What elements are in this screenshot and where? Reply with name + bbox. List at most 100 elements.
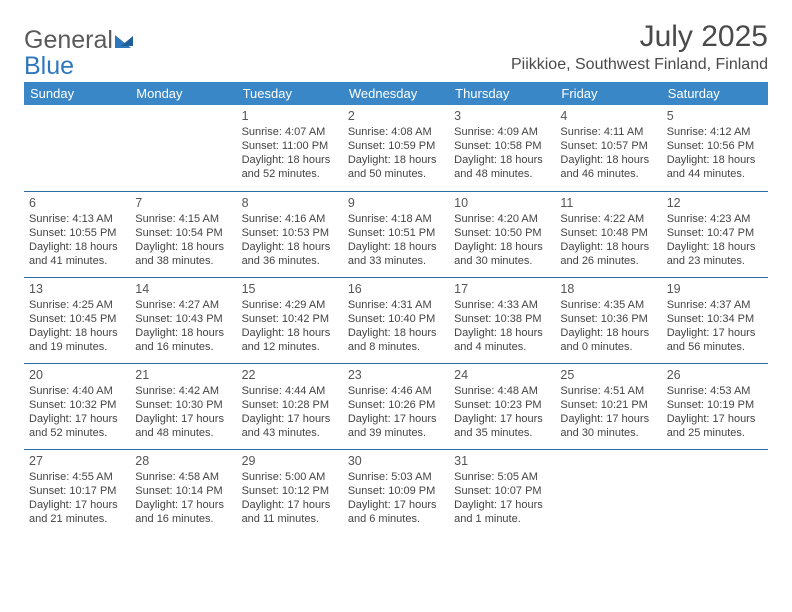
page-header: General July 2025 Piikkioe, Southwest Fi…: [24, 20, 768, 74]
calendar-day-cell: 22Sunrise: 4:44 AMSunset: 10:28 PMDaylig…: [237, 363, 343, 449]
day-info-line: Sunset: 10:45 PM: [29, 312, 125, 326]
day-info-line: Sunset: 10:23 PM: [454, 398, 550, 412]
calendar-empty-cell: [555, 449, 661, 535]
logo-text-part1: General: [24, 26, 113, 55]
calendar-week-row: 20Sunrise: 4:40 AMSunset: 10:32 PMDaylig…: [24, 363, 768, 449]
day-info-line: Daylight: 17 hours: [667, 412, 763, 426]
calendar-day-cell: 6Sunrise: 4:13 AMSunset: 10:55 PMDayligh…: [24, 191, 130, 277]
day-info-line: Sunrise: 4:37 AM: [667, 298, 763, 312]
brand-logo: General: [24, 20, 136, 55]
calendar-day-cell: 7Sunrise: 4:15 AMSunset: 10:54 PMDayligh…: [130, 191, 236, 277]
day-info-line: and 50 minutes.: [348, 167, 444, 181]
day-info-line: and 48 minutes.: [135, 426, 231, 440]
day-info-line: Sunset: 10:36 PM: [560, 312, 656, 326]
calendar-empty-cell: [130, 105, 236, 191]
day-info-line: Sunrise: 4:16 AM: [242, 212, 338, 226]
day-number: 17: [454, 281, 550, 297]
calendar-day-cell: 5Sunrise: 4:12 AMSunset: 10:56 PMDayligh…: [662, 105, 768, 191]
day-info-line: and 30 minutes.: [560, 426, 656, 440]
day-info-line: Sunrise: 4:13 AM: [29, 212, 125, 226]
calendar-day-cell: 18Sunrise: 4:35 AMSunset: 10:36 PMDaylig…: [555, 277, 661, 363]
day-info-line: Sunset: 10:32 PM: [29, 398, 125, 412]
day-info-line: Daylight: 18 hours: [135, 240, 231, 254]
calendar-day-cell: 10Sunrise: 4:20 AMSunset: 10:50 PMDaylig…: [449, 191, 555, 277]
day-number: 27: [29, 453, 125, 469]
day-number: 31: [454, 453, 550, 469]
day-number: 13: [29, 281, 125, 297]
calendar-day-cell: 21Sunrise: 4:42 AMSunset: 10:30 PMDaylig…: [130, 363, 236, 449]
calendar-empty-cell: [662, 449, 768, 535]
day-info-line: Daylight: 17 hours: [242, 498, 338, 512]
day-header: Thursday: [449, 82, 555, 105]
day-info-line: Daylight: 18 hours: [667, 153, 763, 167]
day-info-line: and 12 minutes.: [242, 340, 338, 354]
day-info-line: Sunrise: 4:33 AM: [454, 298, 550, 312]
day-info-line: and 52 minutes.: [29, 426, 125, 440]
day-info-line: Sunrise: 4:42 AM: [135, 384, 231, 398]
day-info-line: Sunset: 10:58 PM: [454, 139, 550, 153]
calendar-week-row: 13Sunrise: 4:25 AMSunset: 10:45 PM Daylig…: [24, 277, 768, 363]
day-info-line: and 25 minutes.: [667, 426, 763, 440]
day-info-line: Sunset: 10:56 PM: [667, 139, 763, 153]
day-info-line: Sunrise: 4:25 AM: [29, 298, 125, 312]
day-info-line: Daylight: 18 hours: [242, 326, 338, 340]
day-info-line: Sunset: 10:09 PM: [348, 484, 444, 498]
day-info-line: Sunrise: 5:00 AM: [242, 470, 338, 484]
calendar-day-cell: 28Sunrise: 4:58 AMSunset: 10:14 PMDaylig…: [130, 449, 236, 535]
calendar-day-cell: 2Sunrise: 4:08 AMSunset: 10:59 PMDayligh…: [343, 105, 449, 191]
day-info-line: and 11 minutes.: [242, 512, 338, 526]
calendar-day-cell: 27Sunrise: 4:55 AMSunset: 10:17 PMDaylig…: [24, 449, 130, 535]
day-info-line: Sunset: 10:55 PM: [29, 226, 125, 240]
day-info-line: Sunrise: 4:11 AM: [560, 125, 656, 139]
day-number: 9: [348, 195, 444, 211]
day-number: 20: [29, 367, 125, 383]
calendar-day-cell: 17Sunrise: 4:33 AMSunset: 10:38 PMDaylig…: [449, 277, 555, 363]
day-number: 3: [454, 108, 550, 124]
day-info-line: Sunrise: 4:27 AM: [135, 298, 231, 312]
day-info-line: and 1 minute.: [454, 512, 550, 526]
day-info-line: Sunset: 10:19 PM: [667, 398, 763, 412]
day-info-line: Sunset: 10:28 PM: [242, 398, 338, 412]
calendar-head: SundayMondayTuesdayWednesdayThursdayFrid…: [24, 82, 768, 105]
day-info-line: Sunrise: 4:08 AM: [348, 125, 444, 139]
day-info-line: Daylight: 18 hours: [560, 153, 656, 167]
day-info-line: and 43 minutes.: [242, 426, 338, 440]
day-info-line: and 52 minutes.: [242, 167, 338, 181]
day-info-line: and 36 minutes.: [242, 254, 338, 268]
day-info-line: and 0 minutes.: [560, 340, 656, 354]
day-info-line: Daylight: 18 hours: [667, 240, 763, 254]
day-info-line: Sunset: 10:43 PM: [135, 312, 231, 326]
day-info-line: Sunrise: 4:12 AM: [667, 125, 763, 139]
day-info-line: Sunset: 10:57 PM: [560, 139, 656, 153]
day-number: 21: [135, 367, 231, 383]
day-info-line: Sunrise: 4:22 AM: [560, 212, 656, 226]
day-info-line: Daylight: 18 hours: [348, 240, 444, 254]
calendar-day-cell: 31Sunrise: 5:05 AMSunset: 10:07 PMDaylig…: [449, 449, 555, 535]
day-info-line: Sunset: 10:38 PM: [454, 312, 550, 326]
day-info-line: Daylight: 17 hours: [135, 498, 231, 512]
day-number: 16: [348, 281, 444, 297]
day-number: 7: [135, 195, 231, 211]
day-info-line: Daylight: 18 hours: [242, 153, 338, 167]
calendar-day-cell: 25Sunrise: 4:51 AMSunset: 10:21 PMDaylig…: [555, 363, 661, 449]
day-info-line: Daylight: 18 hours: [242, 240, 338, 254]
day-info-line: Sunrise: 4:48 AM: [454, 384, 550, 398]
calendar-day-cell: 20Sunrise: 4:40 AMSunset: 10:32 PMDaylig…: [24, 363, 130, 449]
day-number: 29: [242, 453, 338, 469]
day-info-line: Daylight: 18 hours: [560, 240, 656, 254]
day-info-line: Sunrise: 5:05 AM: [454, 470, 550, 484]
day-number: 12: [667, 195, 763, 211]
calendar-day-cell: 1Sunrise: 4:07 AMSunset: 11:00 PMDayligh…: [237, 105, 343, 191]
calendar-day-cell: 30Sunrise: 5:03 AMSunset: 10:09 PMDaylig…: [343, 449, 449, 535]
calendar-day-cell: 4Sunrise: 4:11 AMSunset: 10:57 PMDayligh…: [555, 105, 661, 191]
calendar-week-row: 1Sunrise: 4:07 AMSunset: 11:00 PMDayligh…: [24, 105, 768, 191]
day-info-line: Sunset: 10:53 PM: [242, 226, 338, 240]
day-info-line: and 48 minutes.: [454, 167, 550, 181]
calendar-day-cell: 8Sunrise: 4:16 AMSunset: 10:53 PMDayligh…: [237, 191, 343, 277]
calendar-day-cell: 24Sunrise: 4:48 AMSunset: 10:23 PMDaylig…: [449, 363, 555, 449]
day-info-line: Sunrise: 4:55 AM: [29, 470, 125, 484]
day-info-line: Daylight: 17 hours: [242, 412, 338, 426]
day-info-line: Sunrise: 4:35 AM: [560, 298, 656, 312]
day-info-line: Sunset: 10:26 PM: [348, 398, 444, 412]
day-header: Tuesday: [237, 82, 343, 105]
